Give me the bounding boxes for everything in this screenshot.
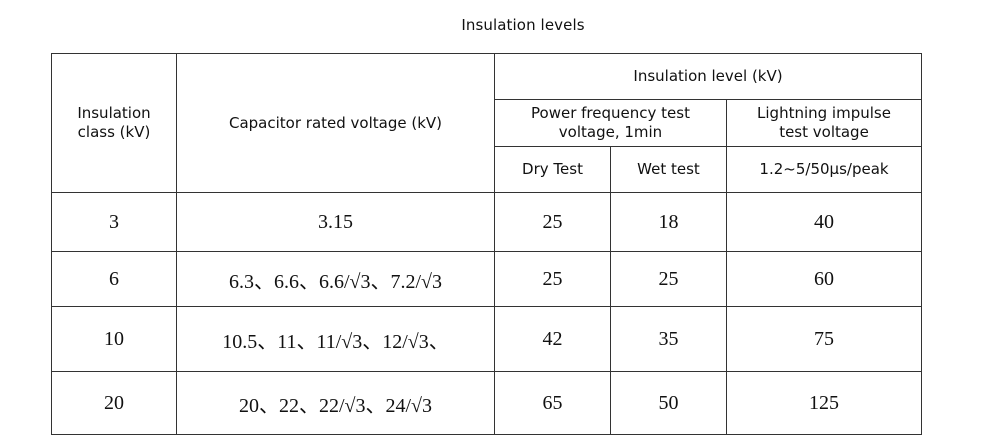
cell-impulse: 75 [725, 306, 923, 372]
header-dry-test: Dry Test [494, 146, 611, 193]
cell-wet: 25 [610, 251, 727, 307]
cell-class: 20 [51, 371, 177, 435]
cell-class: 10 [51, 306, 177, 372]
table-row: 20 20、22、22/√3、24/√3 65 50 125 [51, 371, 923, 435]
table-row: 10 10.5、11、11/√3、12/√3、 42 35 75 [51, 306, 923, 372]
header-lightning-impulse: Lightning impulse test voltage [725, 99, 923, 147]
header-rated-voltage: Capacitor rated voltage (kV) [176, 53, 495, 193]
cell-wet: 35 [610, 306, 727, 372]
cell-impulse: 125 [725, 371, 923, 435]
insulation-levels-table: Insulation class (kV) Capacitor rated vo… [51, 53, 923, 435]
cell-class: 3 [51, 192, 177, 252]
table-title: Insulation levels [461, 16, 585, 34]
cell-dry: 65 [494, 371, 611, 435]
cell-rated: 10.5、11、11/√3、12/√3、 [176, 306, 495, 372]
header-insulation-level: Insulation level (kV) [493, 53, 923, 100]
cell-class: 6 [51, 251, 177, 307]
header-wet-test: Wet test [610, 146, 727, 193]
cell-rated: 6.3、6.6、6.6/√3、7.2/√3 [176, 251, 495, 307]
cell-rated: 20、22、22/√3、24/√3 [176, 371, 495, 435]
cell-dry: 25 [494, 192, 611, 252]
cell-impulse: 60 [725, 251, 923, 307]
cell-rated: 3.15 [176, 192, 495, 252]
header-insulation-class: Insulation class (kV) [51, 53, 177, 193]
cell-wet: 50 [610, 371, 727, 435]
cell-dry: 25 [494, 251, 611, 307]
cell-wet: 18 [610, 192, 727, 252]
header-power-frequency: Power frequency test voltage, 1min [494, 99, 727, 147]
cell-impulse: 40 [725, 192, 923, 252]
table-row: 3 3.15 25 18 40 [51, 192, 923, 252]
cell-dry: 42 [494, 306, 611, 372]
table-row: 6 6.3、6.6、6.6/√3、7.2/√3 25 25 60 [51, 251, 923, 307]
header-impulse-wave: 1.2~5/50μs/peak [725, 146, 923, 193]
